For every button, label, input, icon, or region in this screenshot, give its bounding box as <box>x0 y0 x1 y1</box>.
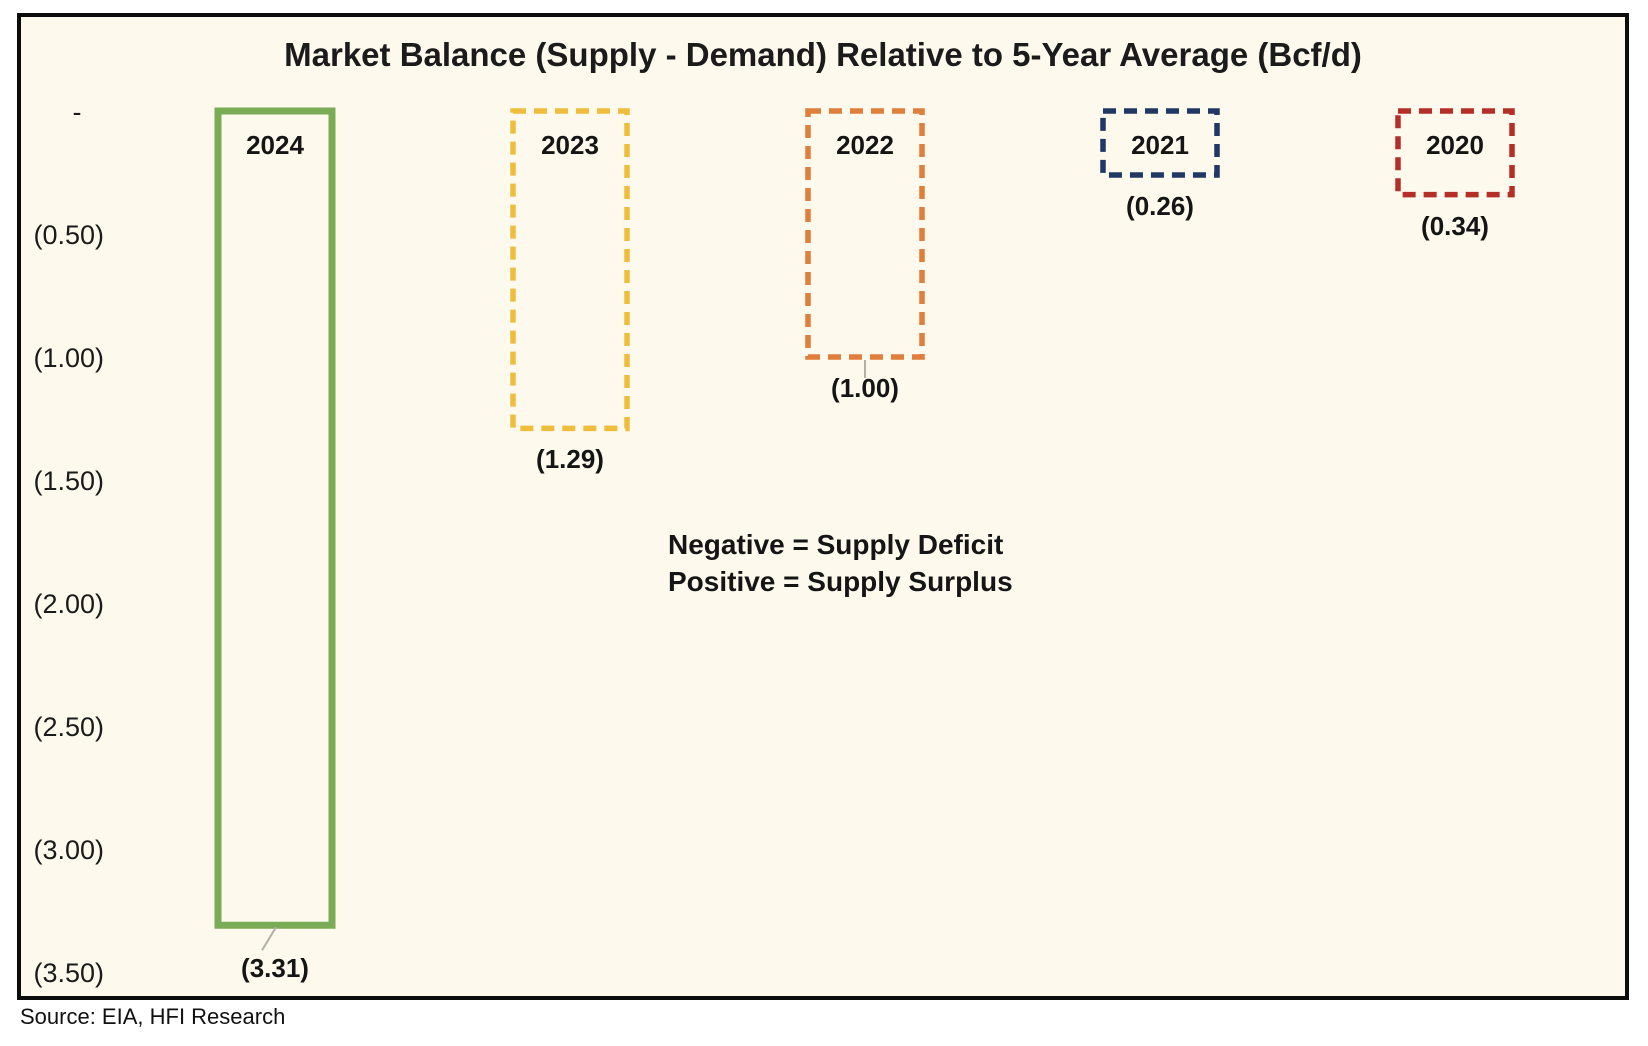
label-leader-line <box>261 926 277 951</box>
bar-value-label: (0.34) <box>1421 210 1489 241</box>
bar-year-label: 2023 <box>541 130 599 160</box>
bar-value-label: (1.00) <box>831 373 899 403</box>
y-axis-tick-label: (2.00) <box>33 589 104 619</box>
chart-title: Market Balance (Supply - Demand) Relativ… <box>284 36 1362 73</box>
bar-2020 <box>1395 108 1515 198</box>
bar-value-label: (1.29) <box>536 444 604 475</box>
bar-value-label: (0.26) <box>1126 190 1194 221</box>
chart-plot-area <box>17 13 1629 1000</box>
y-axis-tick-label: (1.00) <box>33 343 104 373</box>
bar-year-label: 2020 <box>1426 130 1484 160</box>
bar-year-label: 2021 <box>1131 130 1189 160</box>
bar-2022 <box>805 108 925 360</box>
y-axis-tick-label: (3.00) <box>33 835 104 865</box>
y-axis-tick-label: (3.50) <box>33 958 104 988</box>
bar-2024 <box>214 107 336 929</box>
source-note: Source: EIA, HFI Research <box>20 1004 286 1029</box>
y-axis-tick-label: (1.50) <box>33 466 104 496</box>
y-axis-tick-label: (2.50) <box>33 712 104 742</box>
bar-2023 <box>510 108 630 432</box>
bar-year-label: 2022 <box>836 130 894 160</box>
annotation: Negative = Supply Deficit Positive = Sup… <box>668 526 1013 600</box>
y-axis-tick-label: - <box>72 97 104 127</box>
bar-value-label: (3.31) <box>241 953 309 984</box>
bar-2021 <box>1100 108 1220 178</box>
annotation-line-1: Negative = Supply Deficit <box>668 529 1004 560</box>
y-axis-tick-label: (0.50) <box>33 220 104 250</box>
annotation-line-2: Positive = Supply Surplus <box>668 566 1013 597</box>
bar-year-label: 2024 <box>246 130 304 160</box>
